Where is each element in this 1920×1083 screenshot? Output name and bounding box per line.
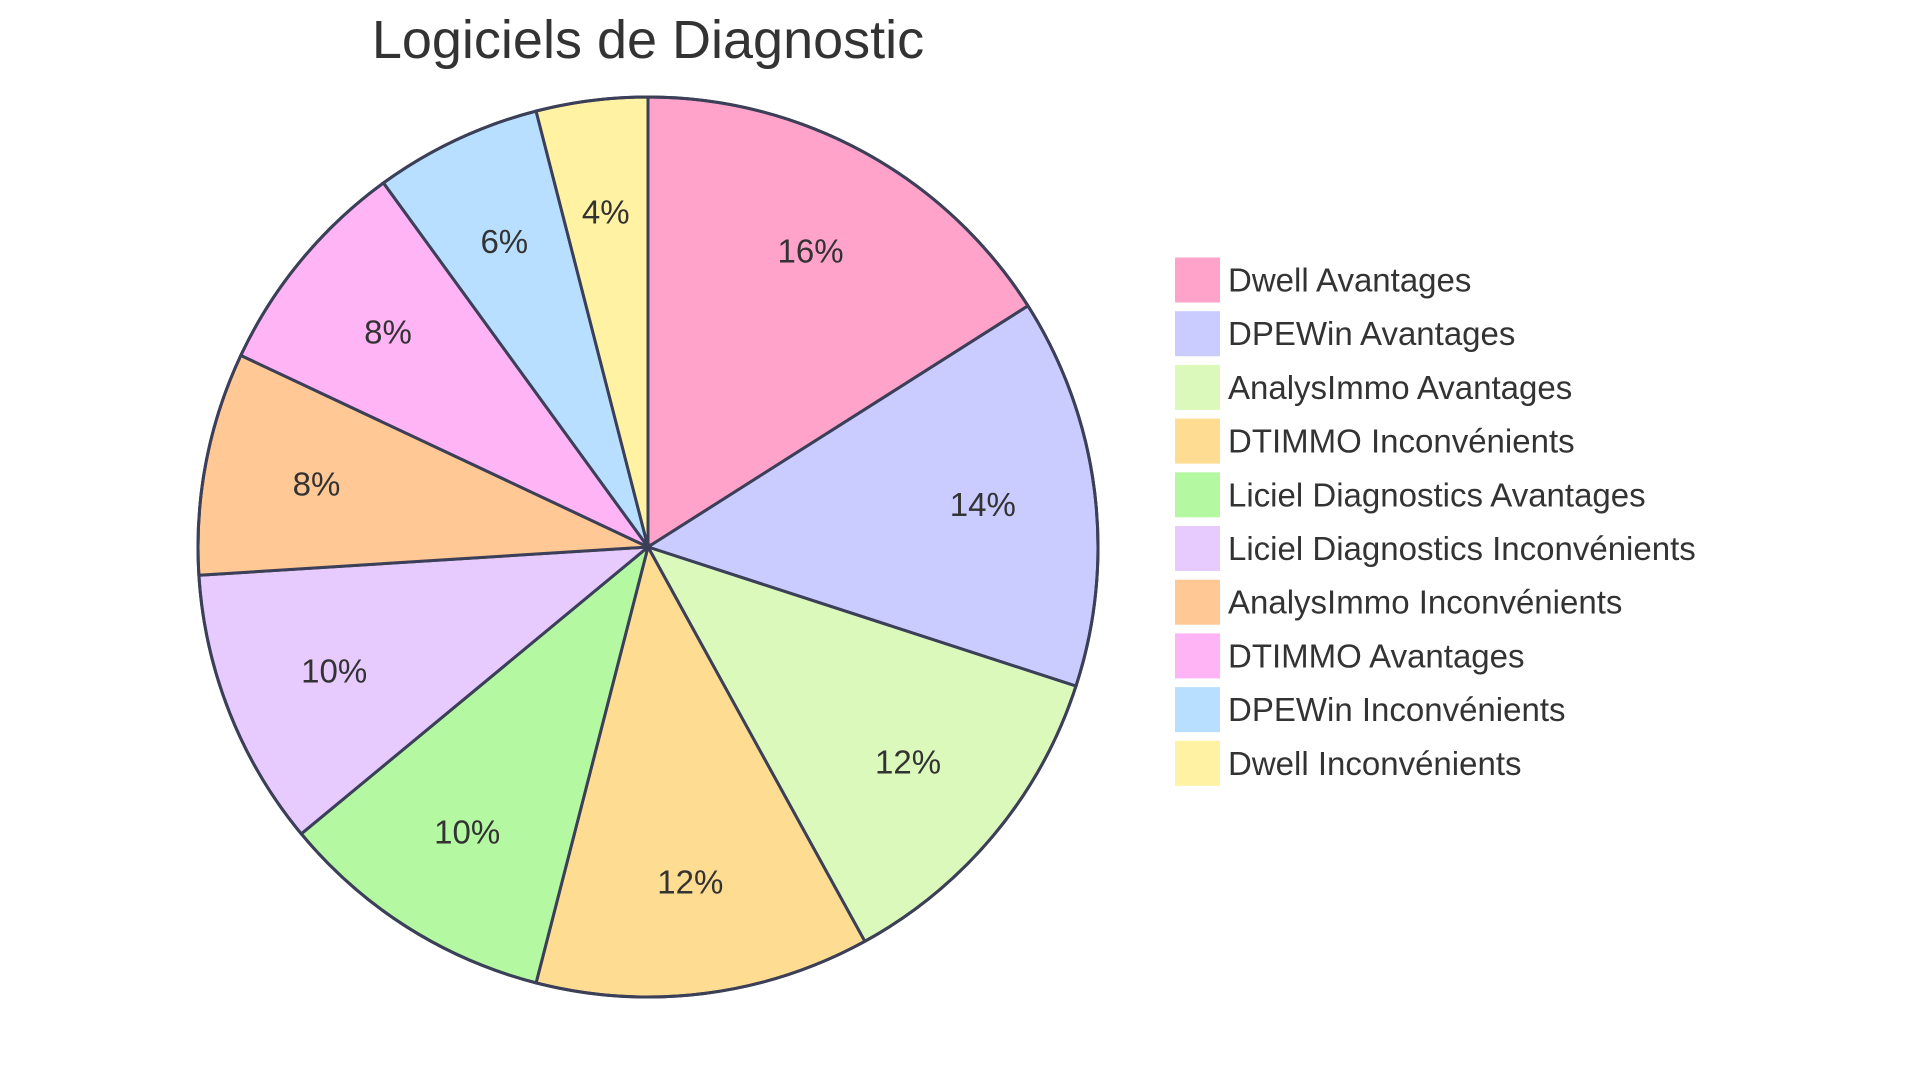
legend-swatch: [1175, 633, 1220, 679]
slice-label-dtimmo-inconvenients: 12%: [657, 863, 723, 900]
legend-item-liciel-diagnostics-avantages: Liciel Diagnostics Avantages: [1175, 472, 1646, 518]
legend-label: AnalysImmo Inconvénients: [1228, 584, 1622, 621]
legend-label: DPEWin Avantages: [1228, 315, 1515, 352]
legend-item-dwell-inconvenients: Dwell Inconvénients: [1175, 740, 1522, 786]
chart-title: Logiciels de Diagnostic: [372, 10, 924, 70]
legend-label: DTIMMO Avantages: [1228, 637, 1525, 674]
slice-label-liciel-diagnostics-avantages: 10%: [434, 813, 500, 850]
legend-swatch: [1175, 257, 1220, 303]
legend-label: DPEWin Inconvénients: [1228, 691, 1566, 728]
legend-item-dtimmo-inconvenients: DTIMMO Inconvénients: [1175, 418, 1575, 464]
legend-item-dpewin-avantages: DPEWin Avantages: [1175, 311, 1515, 357]
legend: Dwell Avantages DPEWin Avantages AnalysImm…: [1175, 257, 1696, 786]
legend-swatch: [1175, 364, 1220, 410]
legend-swatch: [1175, 472, 1220, 518]
slice-label-dtimmo-avantages: 8%: [364, 313, 412, 350]
pie-slice-labels: 16% 14% 12% 12% 10% 10% 8% 8% 6% 4%: [293, 194, 1016, 901]
slice-label-dwell-inconvenients: 4%: [582, 194, 630, 231]
legend-item-dpewin-inconvenients: DPEWin Inconvénients: [1175, 687, 1566, 733]
legend-swatch: [1175, 740, 1220, 786]
slice-label-analysimmo-inconvenients: 8%: [293, 465, 341, 502]
legend-swatch: [1175, 311, 1220, 357]
legend-label: DTIMMO Inconvénients: [1228, 423, 1575, 460]
pie-slices: [196, 95, 1100, 999]
legend-label: Dwell Inconvénients: [1228, 745, 1522, 782]
slice-label-dpewin-avantages: 14%: [950, 486, 1016, 523]
pie-outline: [196, 95, 1100, 999]
legend-label: AnalysImmo Avantages: [1228, 369, 1572, 406]
legend-swatch: [1175, 579, 1220, 625]
legend-label: Liciel Diagnostics Avantages: [1228, 476, 1646, 513]
slice-label-analysimmo-avantages: 12%: [875, 744, 941, 781]
legend-item-analysimmo-inconvenients: AnalysImmo Inconvénients: [1175, 579, 1622, 625]
legend-swatch: [1175, 418, 1220, 464]
legend-label: Dwell Avantages: [1228, 262, 1471, 299]
legend-label: Liciel Diagnostics Inconvénients: [1228, 530, 1696, 567]
legend-swatch: [1175, 687, 1220, 733]
legend-item-analysimmo-avantages: AnalysImmo Avantages: [1175, 364, 1572, 410]
slice-label-dwell-avantages: 16%: [778, 233, 844, 270]
slice-label-dpewin-inconvenients: 6%: [480, 223, 528, 260]
slice-label-liciel-diagnostics-inconvenients: 10%: [301, 653, 367, 690]
legend-item-dtimmo-avantages: DTIMMO Avantages: [1175, 633, 1525, 679]
legend-item-liciel-diagnostics-inconvenients: Liciel Diagnostics Inconvénients: [1175, 526, 1696, 571]
legend-item-dwell-avantages: Dwell Avantages: [1175, 257, 1471, 303]
legend-swatch: [1175, 526, 1220, 571]
